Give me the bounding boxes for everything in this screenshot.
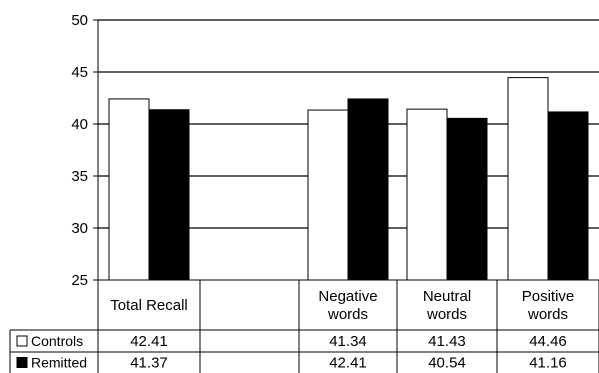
y-tick-label: 40: [71, 116, 88, 133]
category-label: words: [527, 306, 568, 323]
bar-remitted: [347, 98, 389, 281]
bars: [108, 77, 589, 281]
legend-swatch: [16, 357, 28, 368]
category-label: Positive: [522, 288, 575, 305]
y-tick-label: 35: [71, 168, 88, 185]
legend-swatch: [16, 335, 28, 347]
data-label: 41.43: [428, 333, 466, 350]
bar-controls: [507, 77, 549, 281]
y-axis: 25 30 35 40 45 50: [71, 12, 99, 330]
category-label: words: [426, 306, 467, 323]
legend-label: Controls: [31, 333, 83, 349]
data-label: 42.41: [130, 333, 168, 350]
data-table: Total RecallNegativewordsNeutralwordsPos…: [9, 279, 599, 373]
y-tick-label: 25: [71, 272, 88, 289]
y-tick-label: 50: [71, 12, 88, 29]
data-label: 41.37: [130, 355, 168, 372]
data-label: 44.46: [529, 333, 567, 350]
category-label: words: [327, 306, 368, 323]
data-label: 41.34: [329, 333, 367, 350]
bar-controls: [108, 98, 150, 281]
bar-controls: [406, 108, 448, 281]
category-label: Negative: [318, 288, 377, 305]
bar-remitted: [446, 117, 488, 281]
category-label: Total Recall: [110, 297, 188, 314]
category-label: Neutral: [423, 288, 471, 305]
bar-remitted: [547, 111, 589, 281]
bar-remitted: [148, 109, 190, 281]
data-label: 42.41: [329, 355, 367, 372]
bar-controls: [307, 109, 349, 281]
y-tick-label: 30: [71, 220, 88, 237]
y-tick-label: 45: [71, 64, 88, 81]
data-label: 40.54: [428, 355, 466, 372]
data-label: 41.16: [529, 355, 567, 372]
legend-label: Remitted: [31, 355, 87, 371]
